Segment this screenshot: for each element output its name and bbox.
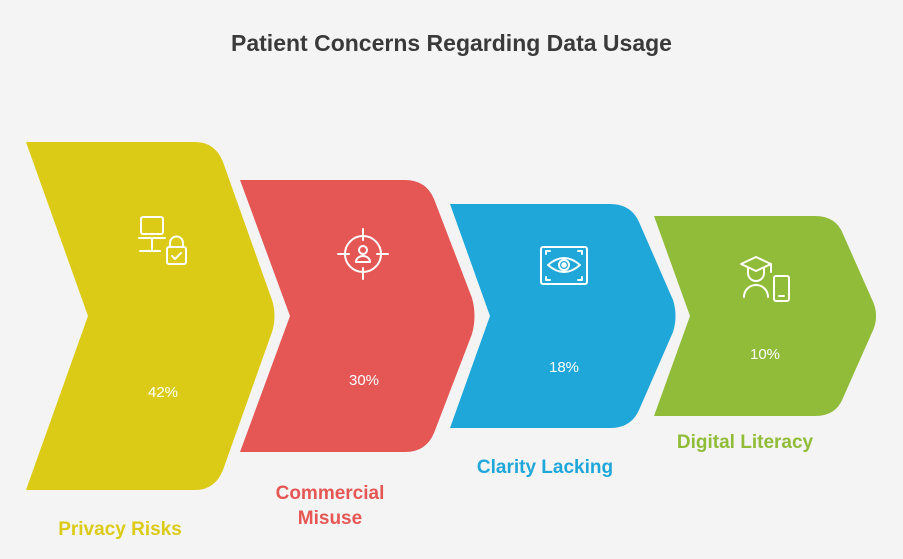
step-label: Digital Literacy — [676, 432, 814, 453]
step-label: Commercial Misuse — [275, 483, 385, 529]
target-person-icon — [337, 228, 389, 280]
computer-lock-icon — [138, 216, 187, 265]
eye-scan-icon — [540, 246, 588, 285]
chevron-clarity-lacking — [450, 204, 676, 428]
student-phone-icon — [740, 256, 790, 302]
step-value: 30% — [348, 372, 380, 389]
step-label: Privacy Risks — [58, 519, 182, 540]
step-label: Clarity Lacking — [476, 457, 614, 478]
chevron-digital-literacy — [654, 216, 876, 416]
chevron-commercial-misuse — [240, 180, 475, 452]
step-value: 18% — [548, 359, 580, 376]
step-value: 10% — [749, 346, 781, 363]
chevron-privacy-risks — [26, 142, 275, 490]
page-title: Patient Concerns Regarding Data Usage — [231, 30, 672, 56]
step-value: 42% — [147, 384, 179, 401]
